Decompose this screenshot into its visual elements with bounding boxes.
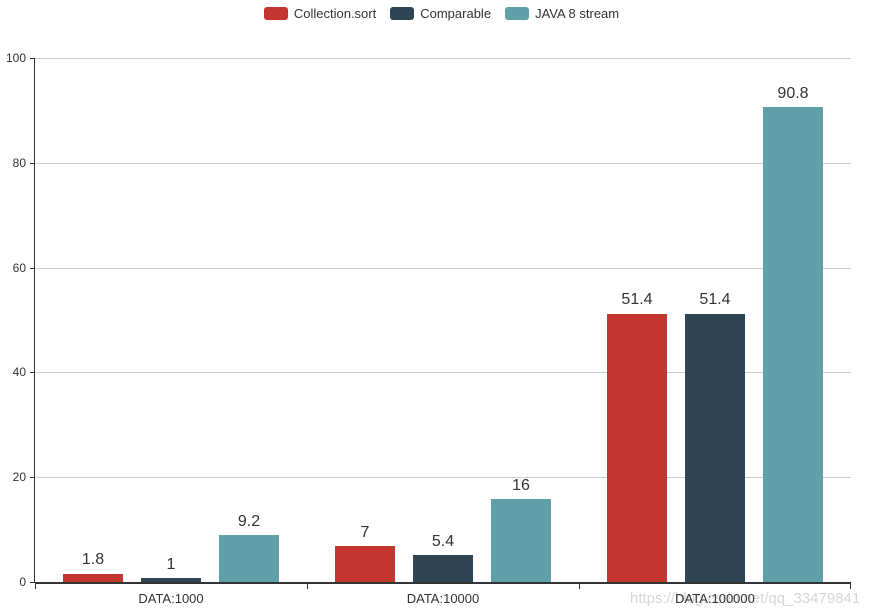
bar-unit: 5.4 — [413, 532, 473, 583]
y-axis-tick — [30, 162, 35, 164]
bar-collection-sort-data-10000[interactable] — [335, 546, 395, 583]
bar-java-8-stream-data-10000[interactable] — [491, 499, 551, 583]
y-axis: 0 20 40 60 80 100 — [0, 52, 35, 588]
bar-unit: 1.8 — [63, 550, 123, 583]
bar-value-label: 5.4 — [431, 532, 455, 550]
bar-unit: 9.2 — [219, 512, 279, 583]
y-tick-label-60: 60 — [12, 260, 26, 275]
gridline-y-80 — [35, 162, 851, 164]
x-axis-tick — [35, 584, 36, 589]
gridline-y-100 — [35, 58, 851, 59]
y-axis-tick — [30, 267, 35, 269]
legend-item-collection-sort[interactable]: Collection.sort — [263, 5, 377, 21]
bar-comparable-data-1000[interactable] — [141, 577, 201, 583]
bar-value-label: 51.4 — [699, 291, 731, 309]
legend-swatch-icon — [263, 6, 288, 20]
legend: Collection.sort Comparable JAVA 8 stream — [0, 4, 883, 22]
gridline-y-60 — [35, 267, 851, 269]
y-axis-tick — [30, 477, 35, 479]
x-category-label-data-100000: DATA:100000 — [675, 591, 755, 606]
bar-java-8-stream-data-1000[interactable] — [219, 534, 279, 583]
bar-value-label: 16 — [512, 476, 530, 494]
bar-unit: 1 — [141, 555, 201, 583]
bar-comparable-data-100000[interactable] — [685, 313, 745, 583]
bar-unit: 51.4 — [607, 290, 667, 583]
bar-group-data-100000: 51.4 51.4 90.8 — [579, 59, 851, 583]
bar-value-label: 1 — [166, 555, 176, 573]
y-tick-label-20: 20 — [12, 470, 26, 485]
plot-area: 1.8 1 9.2 7 5.4 16 51.4 51.4 90.8 — [35, 58, 851, 583]
y-tick-label-0: 0 — [19, 575, 26, 589]
y-axis-tick — [30, 372, 35, 374]
legend-item-java-8-stream[interactable]: JAVA 8 stream — [505, 5, 620, 21]
x-axis-tick — [850, 584, 851, 589]
y-tick-label-100: 100 — [5, 51, 26, 65]
y-axis-tick — [30, 58, 35, 59]
bar-groups: 1.8 1 9.2 7 5.4 16 51.4 51.4 90.8 — [35, 59, 851, 583]
gridline-y-20 — [35, 477, 851, 479]
x-category-label-data-10000: DATA:10000 — [406, 591, 480, 606]
bar-value-label: 1.8 — [81, 551, 105, 569]
x-axis-tick — [307, 584, 308, 589]
bar-group-data-10000: 7 5.4 16 — [307, 59, 579, 583]
bar-value-label: 51.4 — [621, 291, 653, 309]
bar-value-label: 90.8 — [777, 85, 809, 103]
watermark: https://blog.csdn.net/qq_33479841 — [630, 590, 861, 607]
bar-collection-sort-data-100000[interactable] — [607, 313, 667, 583]
legend-label: JAVA 8 stream — [535, 5, 620, 21]
y-axis-line — [34, 59, 35, 583]
bar-comparable-data-10000[interactable] — [413, 554, 473, 583]
x-axis-tick — [579, 584, 580, 589]
bar-group-data-1000: 1.8 1 9.2 — [35, 59, 307, 583]
bar-unit: 7 — [335, 523, 395, 583]
y-tick-label-40: 40 — [12, 365, 26, 380]
y-axis-tick — [30, 582, 35, 583]
bar-unit: 51.4 — [685, 290, 745, 583]
bar-unit: 90.8 — [763, 84, 823, 583]
bar-collection-sort-data-1000[interactable] — [63, 573, 123, 583]
legend-swatch-icon — [505, 6, 530, 20]
x-category-label-data-1000: DATA:1000 — [138, 591, 204, 606]
bar-unit: 16 — [491, 476, 551, 583]
y-tick-label-80: 80 — [12, 155, 26, 170]
legend-label: Collection.sort — [293, 5, 377, 21]
bar-value-label: 7 — [360, 524, 370, 542]
legend-label: Comparable — [420, 5, 492, 21]
x-axis-line — [35, 582, 851, 584]
bar-java-8-stream-data-100000[interactable] — [763, 107, 823, 583]
legend-swatch-icon — [390, 6, 415, 20]
bar-value-label: 9.2 — [237, 512, 261, 530]
gridline-y-40 — [35, 372, 851, 374]
legend-item-comparable[interactable]: Comparable — [390, 5, 492, 21]
